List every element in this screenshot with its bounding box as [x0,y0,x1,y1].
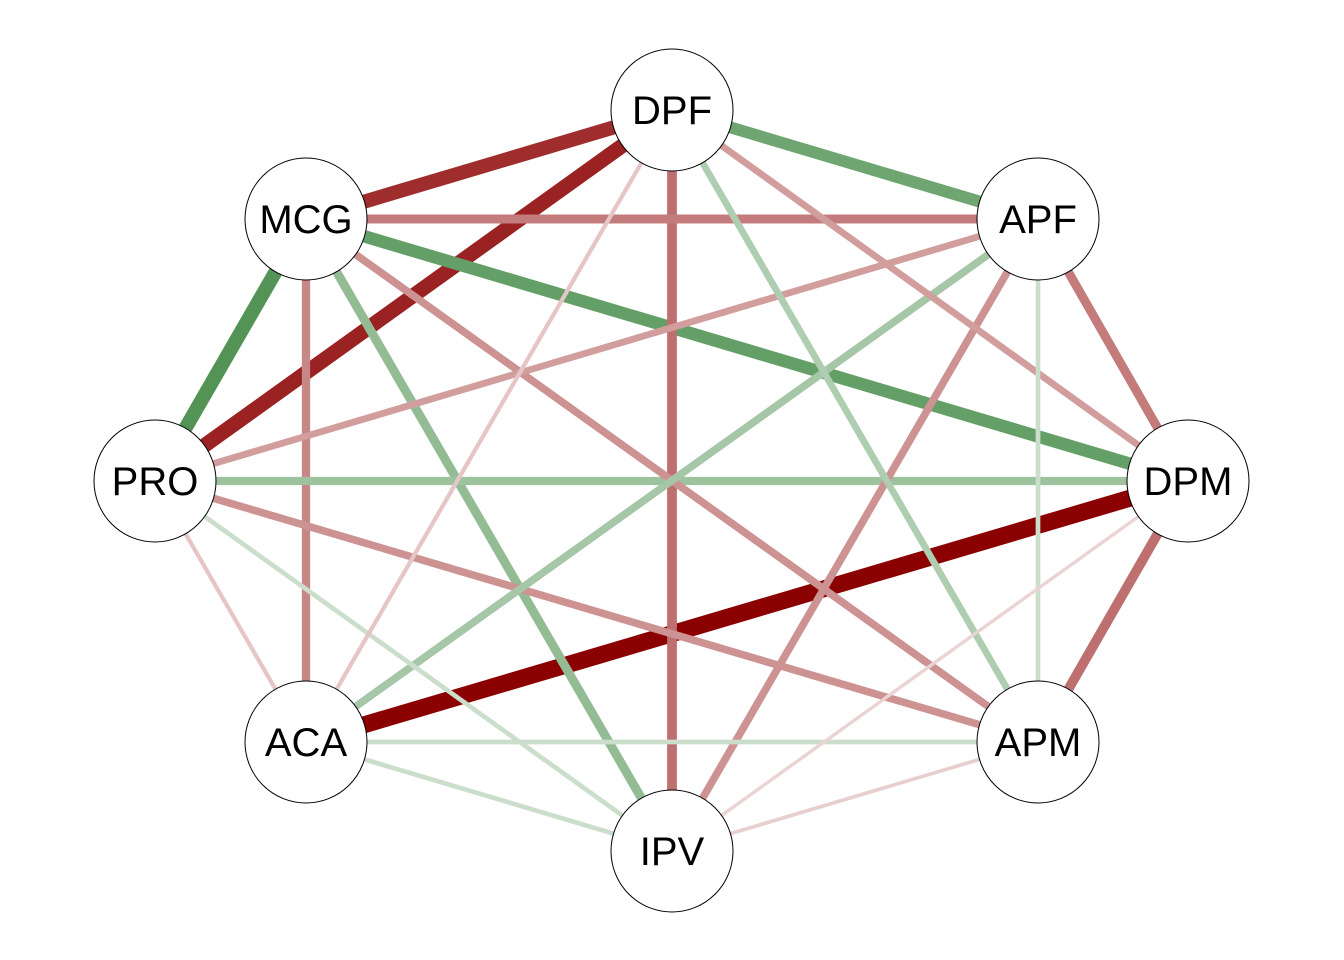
node-circle [1126,419,1250,543]
edge-mcg-dpm [304,212,1190,488]
node-label: APM [995,721,1082,765]
node-circle [976,157,1100,281]
edge-aca-ipv [305,739,673,854]
node-apm: APM [976,680,1100,804]
edge-apf-aca [303,215,1041,746]
node-circle [610,789,734,913]
edge-dpf-dpm [670,107,1190,484]
node-label: DPM [1144,460,1233,504]
node-label: APF [999,198,1077,242]
edge-dpm-ipv [671,479,1189,853]
node-ipv: IPV [610,789,734,913]
edge-dpf-aca [304,108,674,744]
node-mcg: MCG [244,157,368,281]
edge-pro-apf [154,215,1039,485]
node-label: ACA [265,721,348,765]
node-label: DPF [632,89,712,133]
node-circle [976,680,1100,804]
node-circle [244,157,368,281]
node-circle [244,680,368,804]
edge-apf-ipv [668,217,1042,853]
edge-mcg-ipv [302,216,676,854]
node-pro: PRO [93,419,217,543]
edge-layer [148,103,1193,854]
edge-pro-apm [153,477,1040,746]
node-apf: APF [976,157,1100,281]
node-circle [93,419,217,543]
node-layer: DPF APF DPM APM IPV ACA PRO MCG [93,48,1250,913]
edge-mcg-dpf [303,103,675,226]
node-circle [610,48,734,172]
edge-aca-dpm [303,472,1191,751]
edge-dpf-apm [669,108,1041,744]
node-aca: ACA [244,680,368,804]
node-label: MCG [259,198,352,242]
edge-dpf-apf [670,104,1040,225]
edge-apm-ipv [671,740,1039,853]
node-label: PRO [112,460,199,504]
node-label: IPV [640,830,705,874]
node-dpm: DPM [1126,419,1250,543]
edge-pro-ipv [153,479,674,853]
node-dpf: DPF [610,48,734,172]
